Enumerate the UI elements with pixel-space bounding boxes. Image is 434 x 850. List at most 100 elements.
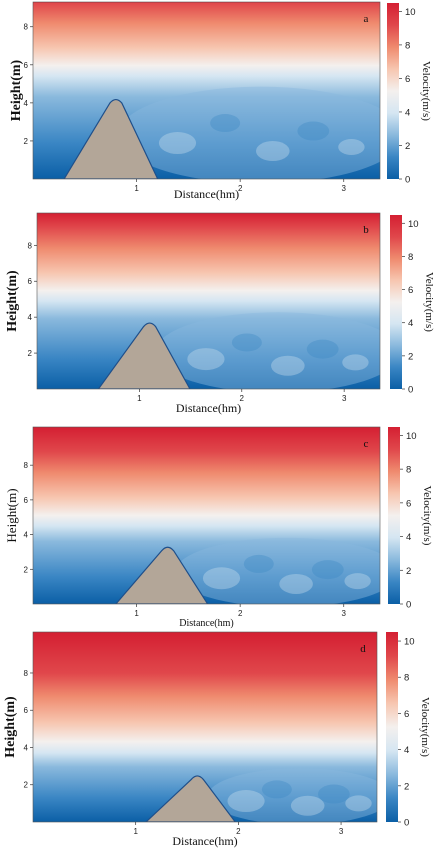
colorbar-tick-label: 2 [406, 566, 411, 577]
x-tick-label: 2 [240, 394, 245, 403]
y-tick-label: 6 [24, 61, 29, 70]
colorbar [386, 632, 398, 822]
plot-frame [32, 1, 381, 180]
turbulence-blob [158, 132, 197, 155]
colorbar-tick-label: 8 [408, 252, 413, 263]
colorbar-tick-label: 0 [406, 600, 411, 611]
y-axis-label: Height(m) [4, 488, 19, 542]
plot-frame [36, 212, 381, 390]
x-tick-label: 1 [133, 827, 138, 836]
turbulence-blob [317, 784, 350, 804]
turbulence-blob [187, 348, 225, 371]
colorbar-tick-label: 2 [404, 781, 409, 792]
x-tick-label: 1 [134, 184, 139, 193]
velocity-field [33, 427, 380, 604]
turbulence-blob [297, 121, 330, 141]
panel-letter: d [360, 643, 366, 655]
colorbar-label: Velocity(m/s) [423, 272, 434, 332]
colorbar-tick-label: 10 [406, 431, 417, 442]
wake-region [174, 537, 380, 604]
y-axis-label: Height(m) [5, 270, 20, 332]
velocity-field [37, 213, 380, 389]
panel-d: 1 2 3 2 4 6 8 Distance(hm) Height(m) d 0 2 4 6 8 10 Velo… [3, 631, 431, 848]
colorbar-tick-label: 4 [408, 318, 413, 329]
colorbar [388, 427, 400, 604]
y-tick-label: 4 [24, 531, 29, 540]
y-tick-label: 8 [24, 669, 29, 678]
colorbar-tick-label: 2 [408, 351, 413, 362]
colorbar-tick-label: 8 [406, 465, 411, 476]
velocity-field [33, 2, 380, 179]
colorbar-label: Velocity(m/s) [420, 61, 432, 121]
colorbar-tick-label: 8 [405, 40, 410, 51]
obstacle-hill [97, 322, 191, 389]
x-tick-label: 3 [342, 609, 347, 618]
x-axis-label: Distance(hm) [179, 618, 233, 629]
colorbar [387, 3, 399, 179]
colorbar-tick-label: 6 [405, 74, 410, 85]
x-axis-label: Distance(hm) [176, 401, 241, 415]
turbulence-blob [231, 333, 262, 352]
turbulence-blob [290, 795, 325, 816]
wake-region [207, 768, 377, 822]
colorbar-tick-label: 10 [408, 219, 419, 230]
turbulence-blob [243, 554, 274, 573]
colorbar-tick-label: 4 [406, 532, 411, 543]
y-tick-label: 2 [24, 565, 29, 574]
velocity-field [33, 632, 377, 822]
y-tick-label: 2 [28, 349, 33, 358]
x-tick-label: 3 [339, 827, 344, 836]
turbulence-blob [271, 355, 305, 376]
turbulence-blob [202, 567, 241, 590]
velocity-field-background [33, 427, 380, 604]
turbulence-blob [345, 795, 372, 812]
x-tick-label: 1 [134, 609, 139, 618]
y-axis-label: Height(m) [9, 59, 24, 121]
y-tick-label: 6 [24, 706, 29, 715]
colorbar [390, 215, 402, 389]
turbulence-blob [261, 780, 292, 799]
x-axis-label: Distance(hm) [172, 834, 237, 848]
colorbar-tick-label: 4 [404, 745, 409, 756]
turbulence-blob [255, 141, 290, 162]
turbulence-blob [344, 573, 371, 590]
y-tick-label: 2 [24, 137, 29, 146]
velocity-field-background [37, 213, 380, 389]
turbulence-blob [306, 339, 339, 359]
colorbar-tick-label: 6 [404, 709, 409, 720]
plot-frame [32, 426, 381, 605]
y-tick-label: 8 [28, 241, 33, 250]
panel-a: 1 2 3 2 4 6 8 Distance(hm) Height(m) a 0 2 4 6 8 10 Velo… [9, 1, 432, 201]
wake-region [117, 86, 380, 179]
colorbar-tick-label: 4 [405, 107, 410, 118]
colorbar-tick-label: 8 [404, 673, 409, 684]
turbulence-blob [227, 790, 265, 813]
y-tick-label: 8 [24, 461, 29, 470]
colorbar-tick-label: 10 [405, 7, 416, 18]
x-tick-label: 2 [236, 827, 241, 836]
colorbar-tick-label: 6 [406, 498, 411, 509]
y-tick-label: 4 [24, 99, 29, 108]
y-tick-label: 6 [28, 277, 33, 286]
turbulence-blob [279, 573, 313, 594]
y-axis-label: Height(m) [3, 696, 18, 758]
colorbar-tick-label: 0 [404, 818, 409, 829]
y-tick-label: 4 [28, 313, 33, 322]
x-tick-label: 2 [238, 184, 243, 193]
x-tick-label: 3 [342, 184, 347, 193]
turbulence-blob [311, 560, 344, 580]
y-tick-label: 8 [24, 23, 29, 32]
turbulence-blob [210, 114, 241, 133]
y-tick-label: 2 [24, 781, 29, 790]
x-tick-label: 1 [137, 394, 142, 403]
x-tick-label: 2 [238, 609, 243, 618]
colorbar-tick-label: 0 [405, 175, 410, 186]
turbulence-blob [338, 139, 365, 156]
colorbar-label: Velocity(m/s) [421, 486, 433, 546]
x-tick-label: 3 [342, 394, 347, 403]
y-tick-label: 6 [24, 496, 29, 505]
panel-b: 1 2 3 2 4 6 8 Distance(hm) Height(m) b 0 2 4 6 8 10 Velo… [5, 212, 434, 415]
obstacle-hill [63, 98, 159, 179]
colorbar-tick-label: 0 [408, 385, 413, 396]
